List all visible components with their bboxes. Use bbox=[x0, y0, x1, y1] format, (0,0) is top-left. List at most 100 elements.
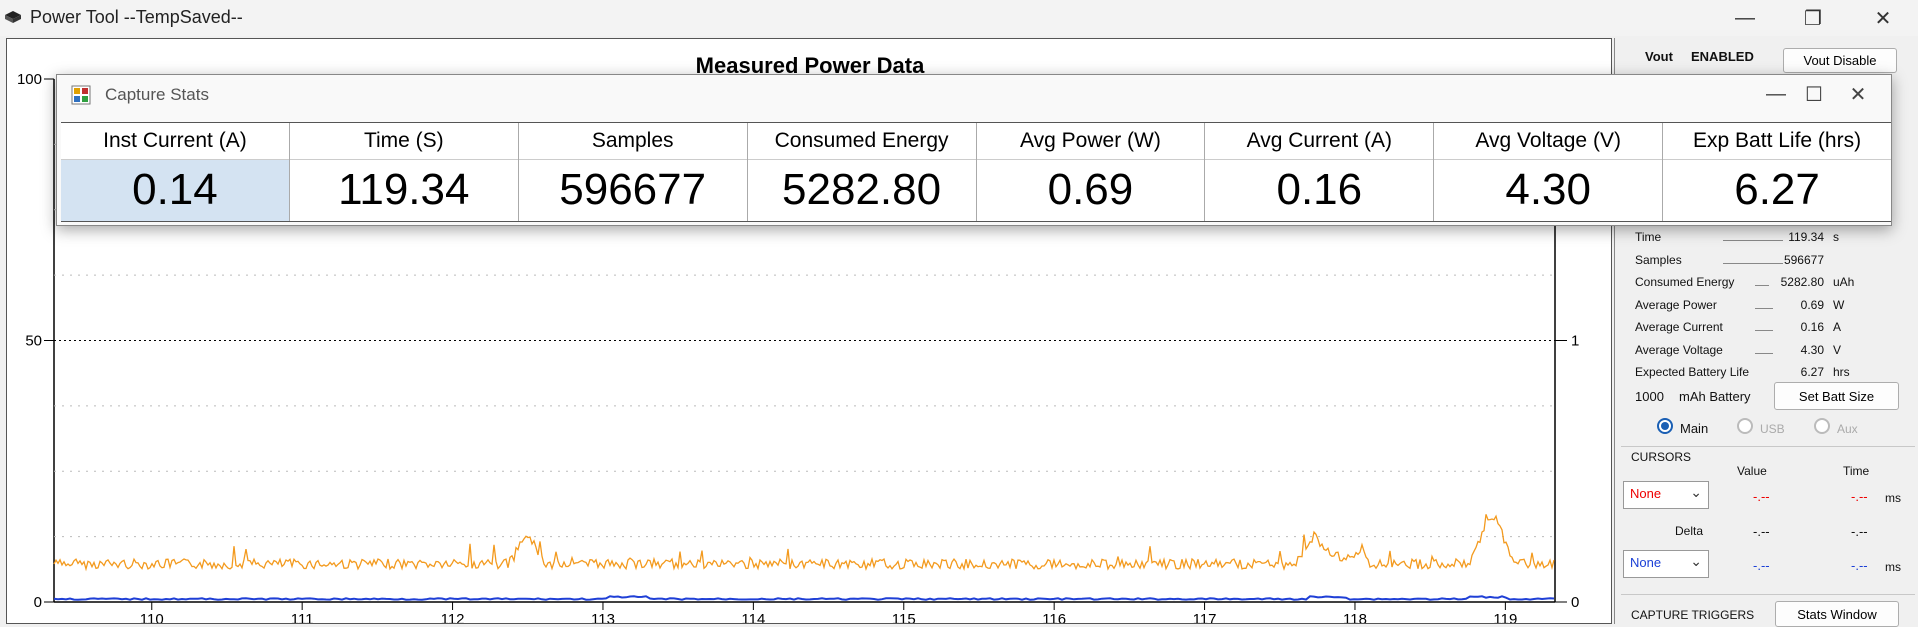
close-button[interactable]: ✕ bbox=[1854, 0, 1912, 36]
right-tick-label: 0 bbox=[1571, 594, 1579, 611]
chart-plot-area[interactable]: 100 50 0 1 0 110 111 112 113 114 115 116 117 118 119 bbox=[7, 39, 1612, 624]
cursor1-time: -.-- bbox=[1851, 489, 1868, 504]
x-tick-label: 110 bbox=[140, 611, 164, 624]
stat-row-label: Average Current bbox=[1635, 320, 1723, 334]
dialog-minimize-button[interactable]: — bbox=[1747, 75, 1805, 113]
stat-row-value: 596677 bbox=[1783, 252, 1824, 267]
x-tick-label: 115 bbox=[892, 611, 916, 624]
delta-value: -.-- bbox=[1753, 524, 1770, 539]
stat-row-unit: uAh bbox=[1833, 275, 1855, 289]
stat-avg-current[interactable]: Avg Current (A) 0.16 bbox=[1205, 123, 1435, 221]
stat-row-unit: V bbox=[1833, 342, 1842, 357]
cursor1-time-unit: ms bbox=[1885, 491, 1901, 505]
battery-size-value: 1000 bbox=[1635, 389, 1664, 404]
cursors-heading: CURSORS bbox=[1631, 450, 1692, 464]
x-tick-label: 113 bbox=[591, 611, 615, 624]
capture-stats-title: Capture Stats bbox=[105, 85, 209, 104]
stat-inst-current[interactable]: Inst Current (A) 0.14 bbox=[61, 123, 290, 221]
battery-size-label: mAh Battery bbox=[1679, 389, 1751, 404]
stat-row-unit: A bbox=[1833, 320, 1842, 334]
close-icon: ✕ bbox=[1849, 83, 1867, 106]
radio-usb[interactable] bbox=[1737, 418, 1753, 434]
stat-row-value: 5282.80 bbox=[1780, 275, 1824, 289]
maximize-icon: ☐ bbox=[1805, 83, 1823, 106]
cursor2-select-value: None bbox=[1630, 555, 1662, 570]
stat-value: 4.30 bbox=[1505, 165, 1591, 214]
vout-state: ENABLED bbox=[1691, 49, 1754, 64]
minimize-button[interactable]: — bbox=[1716, 0, 1774, 36]
stat-row-value: 0.16 bbox=[1800, 320, 1824, 334]
stat-row-unit: W bbox=[1833, 297, 1845, 312]
stat-header: Inst Current (A) bbox=[61, 123, 289, 160]
dialog-maximize-button[interactable]: ☐ bbox=[1785, 75, 1843, 113]
cursor2-time: -.-- bbox=[1851, 558, 1868, 573]
chevron-down-icon: ⌄ bbox=[1690, 484, 1702, 500]
vout-disable-button[interactable]: Vout Disable bbox=[1783, 48, 1897, 73]
stat-row-label: Time bbox=[1635, 230, 1662, 244]
stat-header: Avg Voltage (V) bbox=[1434, 123, 1663, 160]
cursors-time-header: Time bbox=[1843, 464, 1870, 478]
window-titlebar: Power Tool --TempSaved-- — ❐ ✕ bbox=[0, 0, 1918, 36]
right-tick-label: 1 bbox=[1571, 333, 1579, 350]
x-tick-label: 112 bbox=[441, 611, 465, 624]
stat-row-label: Consumed Energy bbox=[1635, 275, 1735, 289]
leader-line bbox=[1755, 330, 1773, 331]
stat-row-label: Expected Battery Life bbox=[1635, 365, 1750, 379]
stats-window-icon bbox=[71, 85, 91, 105]
stat-row-value: 4.30 bbox=[1800, 342, 1824, 357]
x-tick-label: 119 bbox=[1493, 611, 1517, 624]
stat-header: Avg Power (W) bbox=[976, 123, 1205, 160]
dialog-close-button[interactable]: ✕ bbox=[1829, 75, 1887, 113]
close-icon: ✕ bbox=[1874, 7, 1892, 30]
stat-consumed-energy[interactable]: Consumed Energy 5282.80 bbox=[747, 123, 977, 221]
x-tick-label: 117 bbox=[1193, 611, 1217, 624]
stat-value: 0.16 bbox=[1276, 165, 1363, 214]
radio-aux[interactable] bbox=[1814, 418, 1830, 434]
leader-line bbox=[1723, 262, 1783, 264]
cursor2-time-unit: ms bbox=[1885, 560, 1901, 574]
x-tick-label: 111 bbox=[291, 611, 314, 624]
stat-time[interactable]: Time (S) 119.34 bbox=[289, 123, 519, 221]
radio-main-label: Main bbox=[1680, 421, 1709, 436]
stat-value: 0.14 bbox=[61, 160, 289, 221]
stat-row-label: Average Power bbox=[1635, 297, 1717, 312]
stat-header: Time (S) bbox=[289, 123, 518, 160]
restore-icon: ❐ bbox=[1804, 7, 1822, 30]
stat-avg-voltage[interactable]: Avg Voltage (V) 4.30 bbox=[1434, 123, 1664, 221]
cursor2-select[interactable]: None ⌄ bbox=[1623, 550, 1709, 578]
divider bbox=[1621, 446, 1915, 447]
stat-samples[interactable]: Samples 596677 bbox=[518, 123, 748, 221]
left-tick-label: 100 bbox=[17, 71, 42, 88]
window-title: Power Tool --TempSaved-- bbox=[30, 7, 243, 27]
stat-row-value: 0.69 bbox=[1800, 297, 1824, 312]
stat-row-value: 6.27 bbox=[1800, 365, 1824, 379]
restore-button[interactable]: ❐ bbox=[1784, 0, 1842, 36]
stat-header: Samples bbox=[518, 123, 747, 160]
stats-window-button[interactable]: Stats Window bbox=[1775, 601, 1899, 627]
stats-table: Inst Current (A) 0.14 Time (S) 119.34 Samp… bbox=[61, 122, 1891, 222]
stat-header: Consumed Energy bbox=[747, 123, 976, 160]
vout-label: Vout bbox=[1645, 49, 1673, 64]
radio-main[interactable] bbox=[1657, 418, 1673, 434]
leader-line bbox=[1755, 285, 1769, 286]
delta-time: -.-- bbox=[1851, 524, 1868, 539]
leader-line bbox=[1755, 307, 1773, 309]
leader-line bbox=[1755, 352, 1773, 354]
cursor1-value: -.-- bbox=[1753, 489, 1770, 504]
cursor1-select[interactable]: None ⌄ bbox=[1623, 481, 1709, 509]
device-icon bbox=[5, 11, 21, 23]
x-tick-label: 118 bbox=[1343, 611, 1367, 624]
stat-header: Avg Current (A) bbox=[1205, 123, 1434, 160]
chevron-down-icon: ⌄ bbox=[1690, 553, 1702, 569]
set-batt-size-button[interactable]: Set Batt Size bbox=[1774, 382, 1899, 410]
stat-avg-power[interactable]: Avg Power (W) 0.69 bbox=[976, 123, 1206, 221]
capture-stats-dialog[interactable]: Capture Stats — ☐ ✕ Inst Current (A) 0.14… bbox=[56, 74, 1892, 226]
x-tick-label: 114 bbox=[741, 611, 765, 624]
stat-row-label: Average Voltage bbox=[1635, 342, 1723, 357]
stat-value: 0.69 bbox=[1047, 165, 1134, 214]
voltage-trace bbox=[53, 595, 1555, 601]
stat-value: 119.34 bbox=[338, 165, 470, 214]
stat-row-label: Samples bbox=[1635, 252, 1682, 267]
stat-exp-batt-life[interactable]: Exp Batt Life (hrs) 6.27 bbox=[1663, 123, 1891, 221]
radio-aux-label: Aux bbox=[1837, 422, 1858, 436]
